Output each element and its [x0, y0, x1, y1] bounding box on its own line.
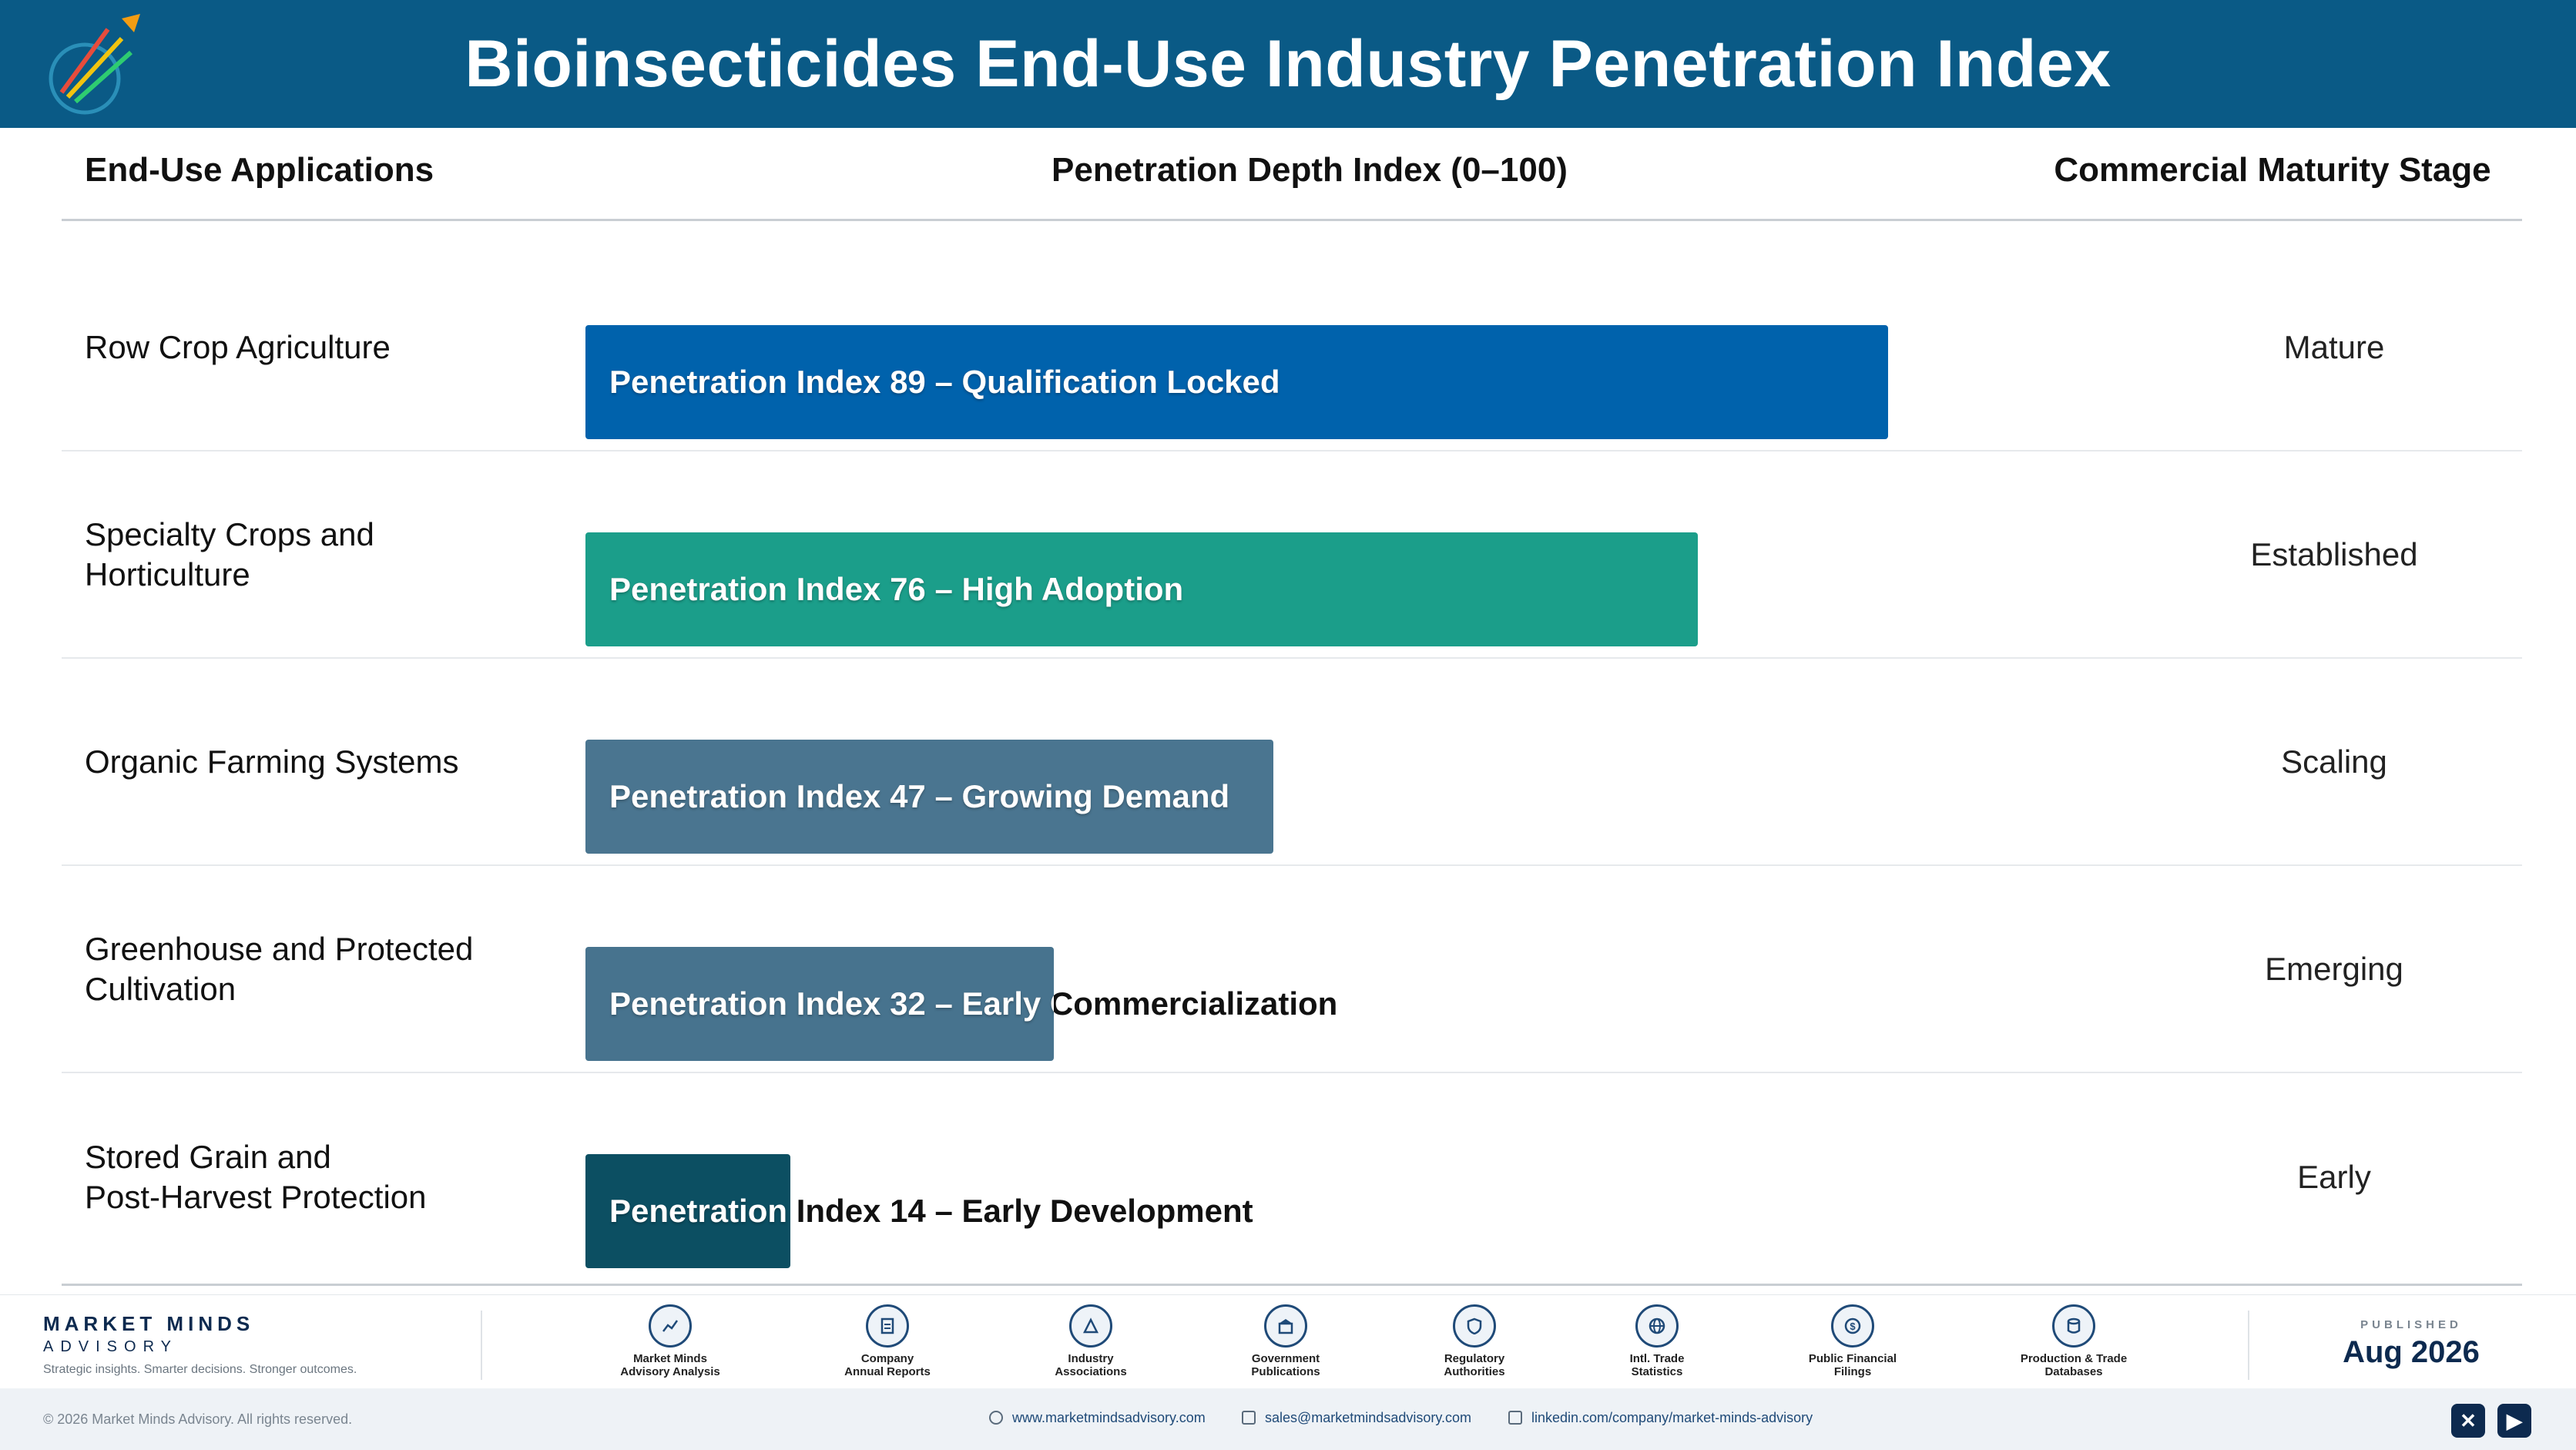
published-date: Aug 2026 [2343, 1335, 2480, 1369]
bar-label: Penetration Index 89 – Qualification Loc… [609, 364, 1280, 400]
chart-row: Specialty Crops and Horticulture Penetrat… [62, 452, 2522, 659]
chart-line-icon [649, 1304, 692, 1348]
chart-bottom-divider [62, 1284, 2522, 1286]
website-text: www.marketmindsadvisory.com [1012, 1410, 1206, 1425]
bar-label: Penetration Index 14 – Early Development [609, 1193, 1253, 1229]
application-label: Stored Grain and Post-Harvest Protection [85, 1139, 427, 1215]
source-label: Government Publications [1251, 1352, 1320, 1378]
page-title: Bioinsecticides End-Use Industry Penetra… [465, 27, 2111, 101]
chart-row: Row Crop Agriculture Penetration Index 89… [62, 245, 2522, 451]
maturity-stage: Established [2250, 536, 2418, 572]
source-item: Intl. Trade Statistics [1584, 1304, 1730, 1378]
website-link[interactable]: www.marketmindsadvisory.com [989, 1410, 1206, 1426]
network-icon [1069, 1304, 1112, 1348]
footer-divider [2248, 1311, 2249, 1380]
source-label: Company Annual Reports [844, 1352, 931, 1378]
footer: MARKET MINDS ADVISORY Strategic insights… [0, 1294, 2576, 1388]
bar-label-inside: Penetration Index 76 – High Adoption [585, 532, 1698, 646]
bar-label-inside: Penetration Index 89 – Qualification Loc… [585, 325, 1888, 439]
email-text: sales@marketmindsadvisory.com [1265, 1410, 1472, 1425]
source-label: Industry Associations [1055, 1352, 1127, 1378]
bar-label-inside-text: Penetration Index 89 – Qualification Loc… [609, 364, 1280, 400]
brand-name: MARKET MINDS [43, 1312, 255, 1335]
published-label: PUBLISHED [2360, 1318, 2462, 1331]
bar-label-inside-text: Penetration Index 32 – Early Commerciali… [609, 985, 1054, 1022]
column-header-applications: End-Use Applications [85, 151, 434, 189]
mail-icon [1242, 1411, 1256, 1425]
email-link[interactable]: sales@marketmindsadvisory.com [1242, 1410, 1471, 1426]
application-label: Specialty Crops and Horticulture [85, 516, 374, 592]
dollar-icon: $ [1831, 1304, 1874, 1348]
maturity-stage: Early [2297, 1159, 2371, 1195]
bar-label-inside: Penetration Index 32 – Early Commerciali… [585, 947, 1054, 1061]
database-icon [2052, 1304, 2095, 1348]
bar-label-inside: Penetration Index 47 – Growing Demand [585, 740, 1273, 854]
source-item: Production & Trade Databases [2001, 1304, 2147, 1378]
x-icon[interactable]: ✕ [2451, 1404, 2485, 1438]
linkedin-text: linkedin.com/company/market-minds-adviso… [1531, 1410, 1813, 1425]
bar-label: Penetration Index 47 – Growing Demand [609, 778, 1230, 814]
bar-label: Penetration Index 32 – Early Commerciali… [609, 985, 1338, 1022]
source-label: Regulatory Authorities [1444, 1352, 1505, 1378]
youtube-icon[interactable]: ▶ [2497, 1404, 2531, 1438]
linkedin-icon [1508, 1411, 1522, 1425]
application-label: Row Crop Agriculture [85, 329, 391, 365]
column-header-index: Penetration Depth Index (0–100) [1052, 151, 1568, 189]
header-divider [62, 219, 2522, 221]
chart-row: Organic Farming Systems Penetration Index… [62, 660, 2522, 866]
bar-label: Penetration Index 76 – High Adoption [609, 571, 1184, 607]
building-icon [1264, 1304, 1307, 1348]
application-label: Greenhouse and Protected Cultivation [85, 931, 474, 1007]
svg-text:$: $ [1850, 1321, 1856, 1332]
maturity-stage: Mature [2283, 329, 2385, 365]
chart-row: Stored Grain and Post-Harvest Protection… [62, 1074, 2522, 1280]
index-bar [585, 1154, 790, 1268]
index-bar [585, 947, 1054, 1061]
globe-icon [1635, 1304, 1679, 1348]
shield-icon [1453, 1304, 1496, 1348]
index-bar [585, 532, 1698, 646]
bar-label-inside-text: Penetration Index 47 – Growing Demand [609, 778, 1230, 814]
chart-row: Greenhouse and Protected Cultivation Pene… [62, 867, 2522, 1073]
contact-bar: © 2026 Market Minds Advisory. All rights… [0, 1388, 2576, 1450]
company-logo [49, 14, 140, 115]
index-bar [585, 740, 1273, 854]
source-item: Government Publications [1213, 1304, 1359, 1378]
maturity-stage: Scaling [2281, 743, 2387, 780]
brand-subtitle: ADVISORY [43, 1338, 178, 1355]
source-item: $ Public Financial Filings [1779, 1304, 1926, 1378]
linkedin-link[interactable]: linkedin.com/company/market-minds-adviso… [1508, 1410, 1813, 1426]
bar-label-inside-text: Penetration Index 14 – Early Development [609, 1193, 790, 1229]
source-label: Public Financial Filings [1808, 1352, 1897, 1378]
brand-tagline: Strategic insights. Smarter decisions. S… [43, 1363, 357, 1376]
header-banner: Bioinsecticides End-Use Industry Penetra… [0, 0, 2576, 128]
bar-label-inside: Penetration Index 14 – Early Development [585, 1154, 790, 1268]
maturity-stage: Emerging [2265, 951, 2403, 987]
source-label: Intl. Trade Statistics [1629, 1352, 1685, 1378]
column-header-stage: Commercial Maturity Stage [2054, 151, 2491, 189]
bar-label-inside-text: Penetration Index 76 – High Adoption [609, 571, 1184, 607]
source-item: Market Minds Advisory Analysis [597, 1304, 743, 1378]
source-label: Production & Trade Databases [2020, 1352, 2128, 1378]
source-item: Company Annual Reports [814, 1304, 961, 1378]
application-label: Organic Farming Systems [85, 743, 459, 780]
index-bar [585, 325, 1888, 439]
document-icon [866, 1304, 909, 1348]
source-item: Industry Associations [1018, 1304, 1164, 1378]
source-label: Market Minds Advisory Analysis [620, 1352, 720, 1378]
copyright: © 2026 Market Minds Advisory. All rights… [43, 1411, 353, 1427]
globe-icon [989, 1411, 1003, 1425]
footer-divider [481, 1311, 482, 1380]
source-item: Regulatory Authorities [1401, 1304, 1548, 1378]
